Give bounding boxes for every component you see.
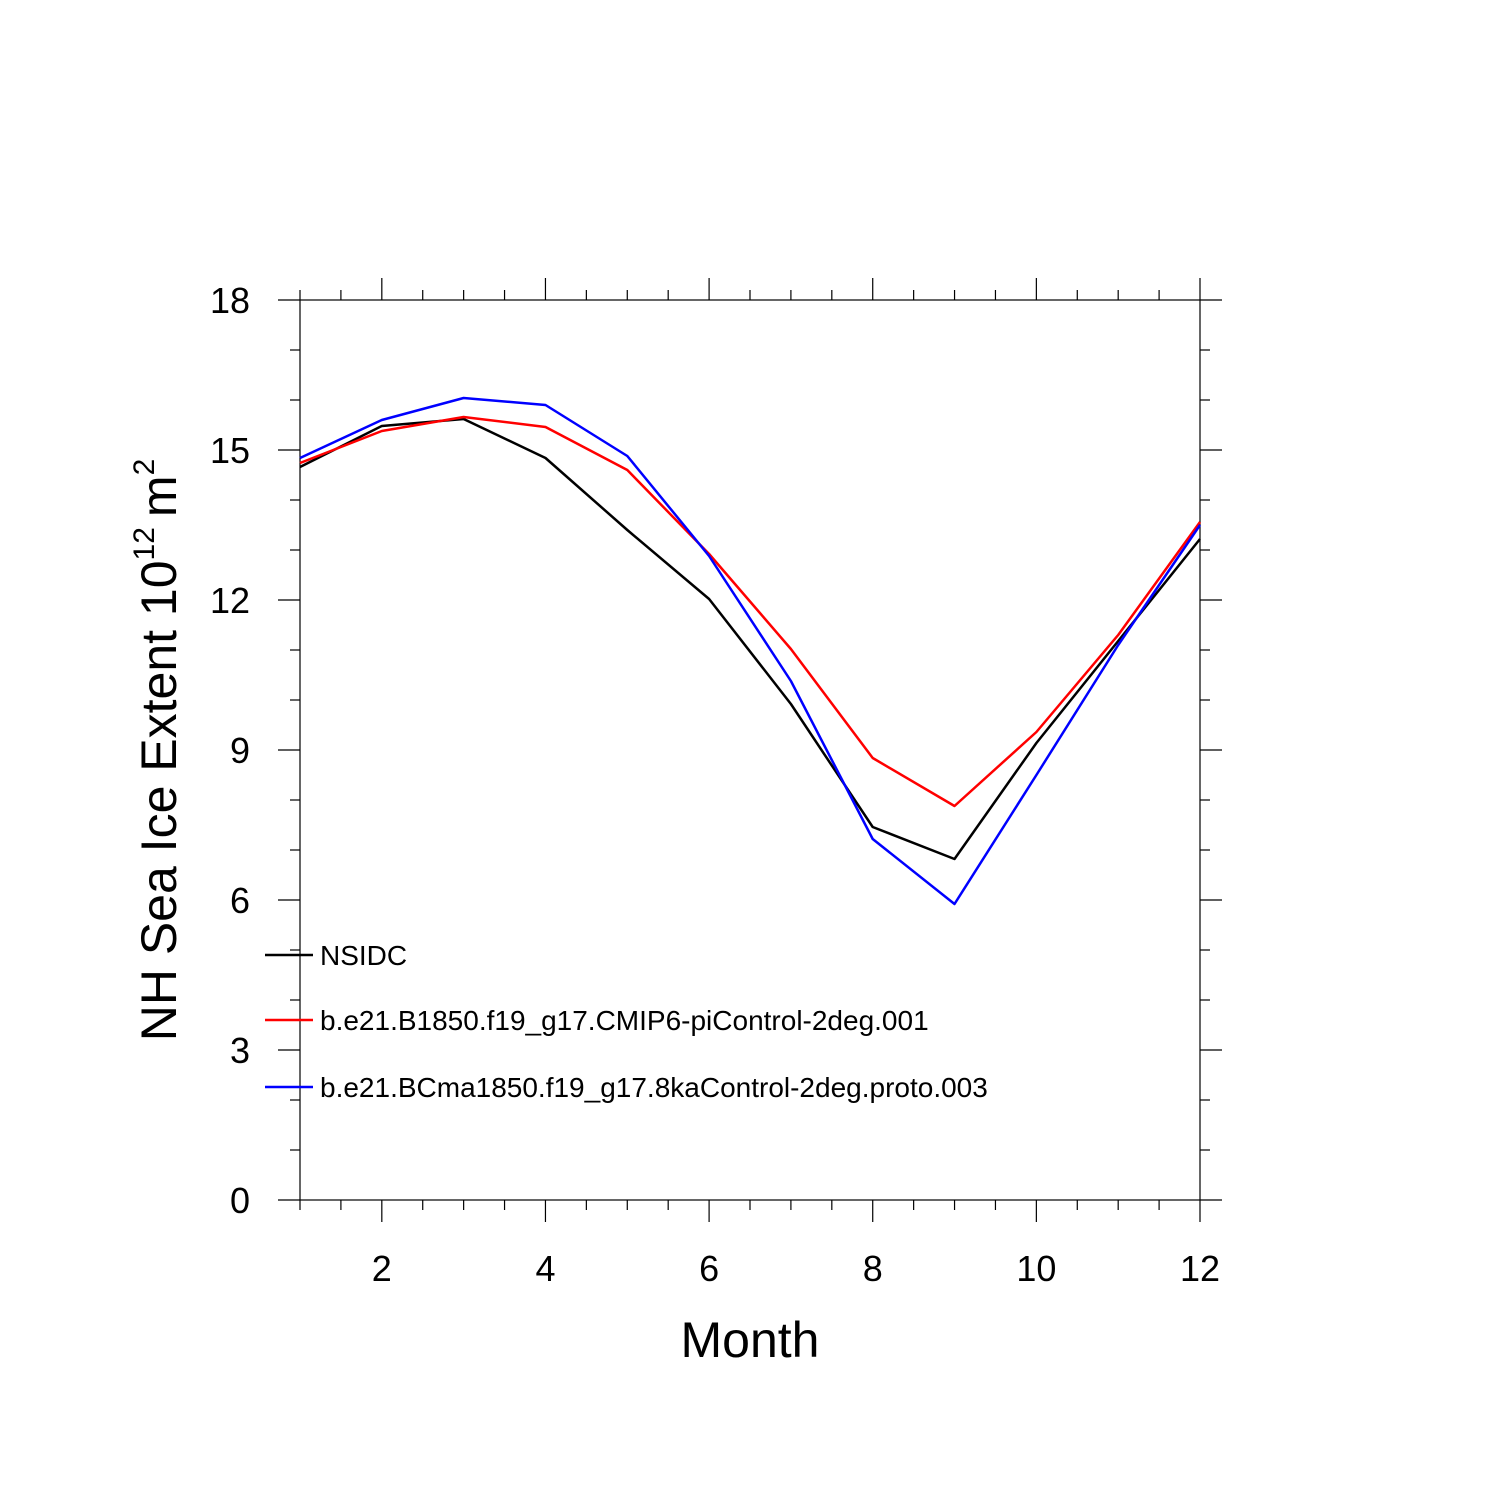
- y-axis-unit-exp: 12: [128, 527, 161, 560]
- y-tick-label: 6: [230, 880, 250, 921]
- legend-item-picontrol: b.e21.B1850.f19_g17.CMIP6-piControl-2deg…: [265, 1005, 929, 1036]
- tick-labels: 2 4 6 8 10 12 0 3 6 9 12 15 18: [210, 280, 1220, 1289]
- series-line-2: [299, 396, 1202, 906]
- legend-label-picontrol: b.e21.B1850.f19_g17.CMIP6-piControl-2deg…: [320, 1005, 929, 1036]
- series-lines: [299, 396, 1202, 906]
- legend: NSIDC b.e21.B1850.f19_g17.CMIP6-piContro…: [265, 940, 988, 1103]
- y-tick-label: 9: [230, 730, 250, 771]
- tick-marks: [278, 278, 1222, 1222]
- y-tick-label: 18: [210, 280, 250, 321]
- y-axis-unit-m: m: [131, 475, 187, 517]
- legend-label-8kacontrol: b.e21.BCma1850.f19_g17.8kaControl-2deg.p…: [320, 1072, 988, 1103]
- x-axis-title: Month: [681, 1312, 820, 1368]
- y-axis-title: NH Sea Ice Extent 1012 m2: [128, 459, 187, 1042]
- legend-item-8kacontrol: b.e21.BCma1850.f19_g17.8kaControl-2deg.p…: [265, 1072, 988, 1103]
- legend-item-nsidc: NSIDC: [265, 940, 407, 971]
- x-tick-label: 12: [1180, 1248, 1220, 1289]
- plot-frame: [299, 299, 1201, 1201]
- x-tick-label: 10: [1016, 1248, 1056, 1289]
- y-axis-unit-m-exp: 2: [128, 459, 161, 476]
- y-axis-unit-base: 10: [131, 560, 187, 616]
- y-axis-title-text: NH Sea Ice Extent: [131, 630, 187, 1041]
- x-tick-label: 6: [699, 1248, 719, 1289]
- y-tick-label: 3: [230, 1030, 250, 1071]
- series-line-0: [299, 417, 1201, 861]
- y-tick-label: 12: [210, 580, 250, 621]
- x-tick-label: 4: [535, 1248, 555, 1289]
- y-tick-label: 0: [230, 1180, 250, 1221]
- x-tick-label: 8: [863, 1248, 883, 1289]
- x-tick-label: 2: [372, 1248, 392, 1289]
- legend-label-nsidc: NSIDC: [320, 940, 407, 971]
- series-line-1: [299, 415, 1202, 808]
- y-tick-label: 15: [210, 430, 250, 471]
